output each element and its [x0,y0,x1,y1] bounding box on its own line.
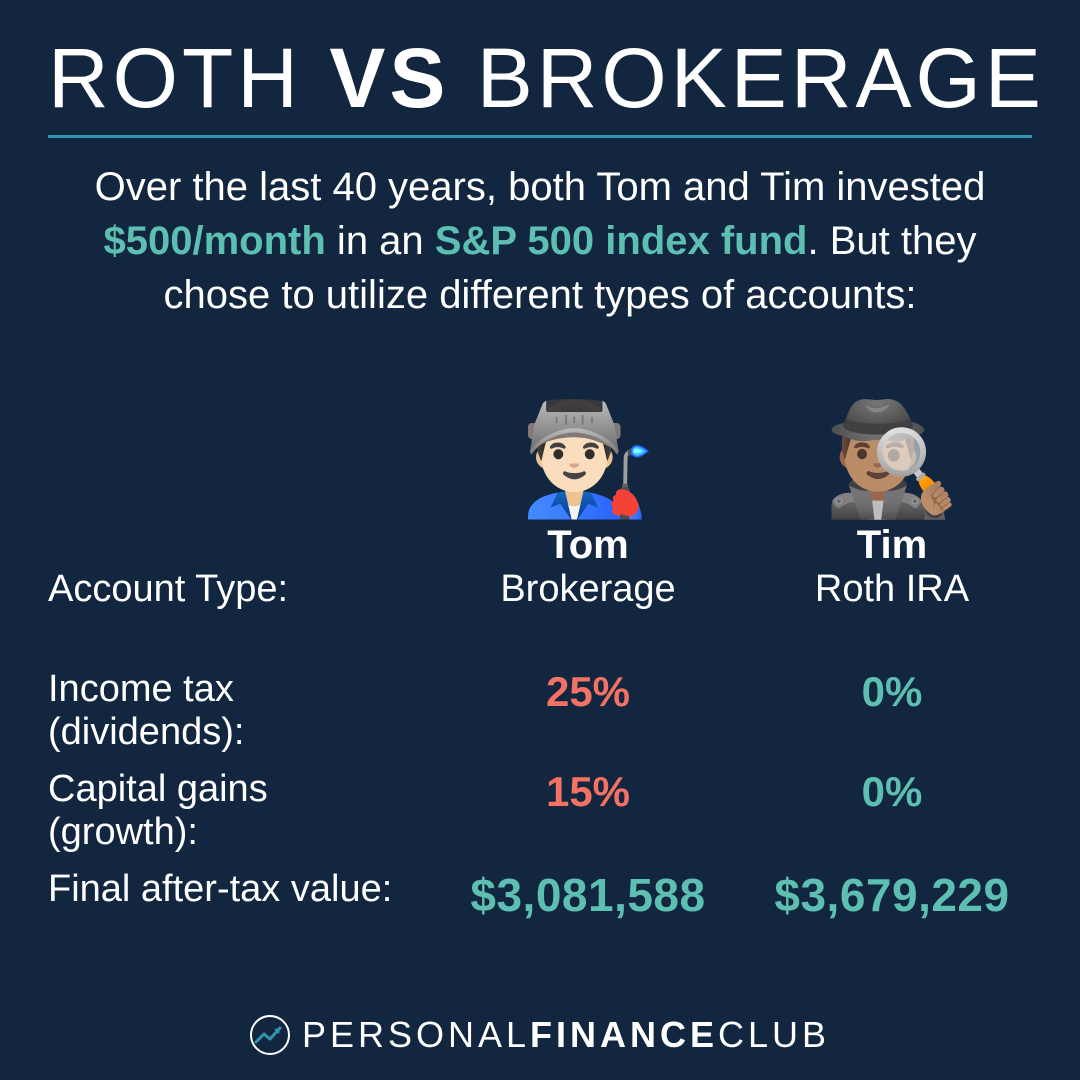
tim-name: Tim [857,523,927,568]
footer-b: FINANCE [530,1014,718,1055]
row-account-tom: Brokerage [448,568,728,668]
title-left: ROTH [48,31,302,125]
person-tim: 🕵🏽‍♂️ Tim [752,348,1032,568]
tom-avatar-icon: 👨🏻‍🏭 [520,405,657,515]
subtitle-amount: $500/month [104,219,326,263]
row-final-tom: $3,081,588 [448,868,728,968]
title-mid: VS [329,31,449,125]
row-capital-tom: 15% [448,768,728,868]
comparison-table: 👨🏻‍🏭 Tom 🕵🏽‍♂️ Tim Account Type: Brokera… [48,348,1032,968]
title-divider [48,135,1032,138]
row-final-label: Final after-tax value: [48,868,424,968]
footer-text: PERSONALFINANCECLUB [302,1014,830,1056]
title-right: BROKERAGE [477,31,1045,125]
subtitle-mid1: in an [326,219,435,263]
subtitle-pre: Over the last 40 years, both Tom and Tim… [95,165,986,209]
row-account-tim: Roth IRA [752,568,1032,668]
footer-c: CLUB [718,1014,830,1055]
row-income-label: Income tax (dividends): [48,668,424,768]
row-final-tim: $3,679,229 [752,868,1032,968]
brand-logo-icon [250,1015,290,1055]
tom-name: Tom [547,523,628,568]
tim-avatar-icon: 🕵🏽‍♂️ [824,405,961,515]
row-income-tim: 0% [752,668,1032,768]
page-title: ROTH VS BROKERAGE [48,30,1032,135]
row-capital-label: Capital gains (growth): [48,768,424,868]
footer-brand: PERSONALFINANCECLUB [48,1014,1032,1056]
subtitle-fund: S&P 500 index fund [435,219,808,263]
subtitle: Over the last 40 years, both Tom and Tim… [48,160,1032,322]
footer-a: PERSONAL [302,1014,530,1055]
row-capital-tim: 0% [752,768,1032,868]
row-income-tom: 25% [448,668,728,768]
person-tom: 👨🏻‍🏭 Tom [448,348,728,568]
row-account-label: Account Type: [48,568,424,668]
